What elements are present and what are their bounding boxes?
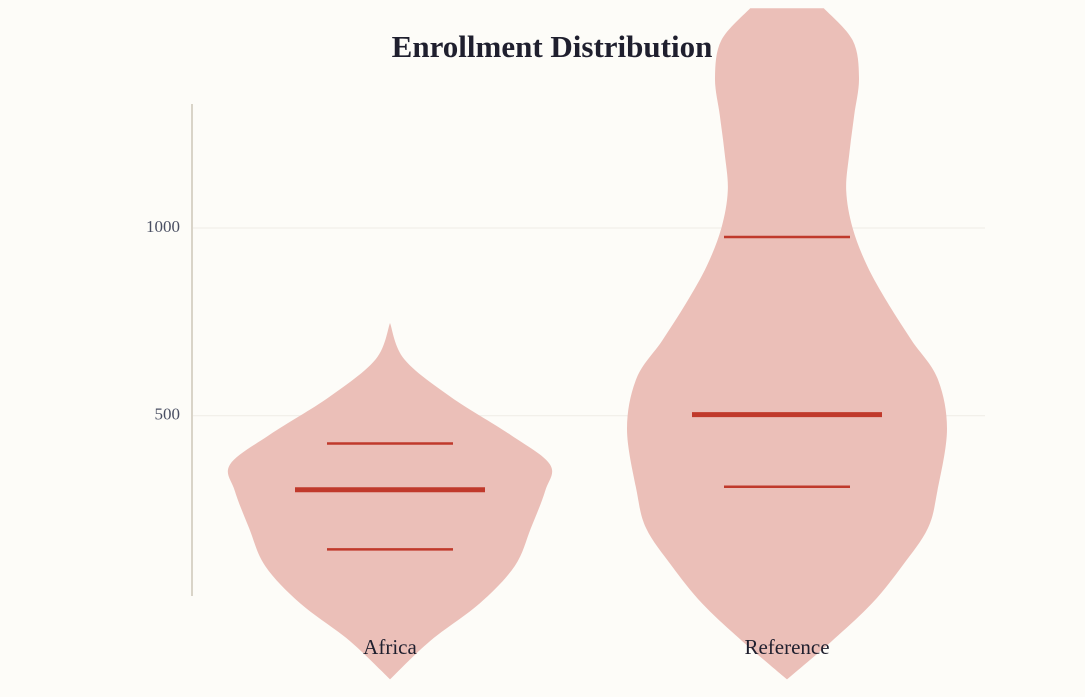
plot-area (193, 8, 985, 680)
x-tick-label: Reference (744, 635, 829, 659)
violin-body (627, 8, 947, 680)
violin-body (227, 322, 553, 680)
y-tick-label: 1000 (146, 217, 180, 236)
chart-title: Enrollment Distribution (392, 29, 713, 64)
y-tick-label: 500 (155, 405, 181, 424)
x-tick-label: Africa (363, 635, 417, 659)
